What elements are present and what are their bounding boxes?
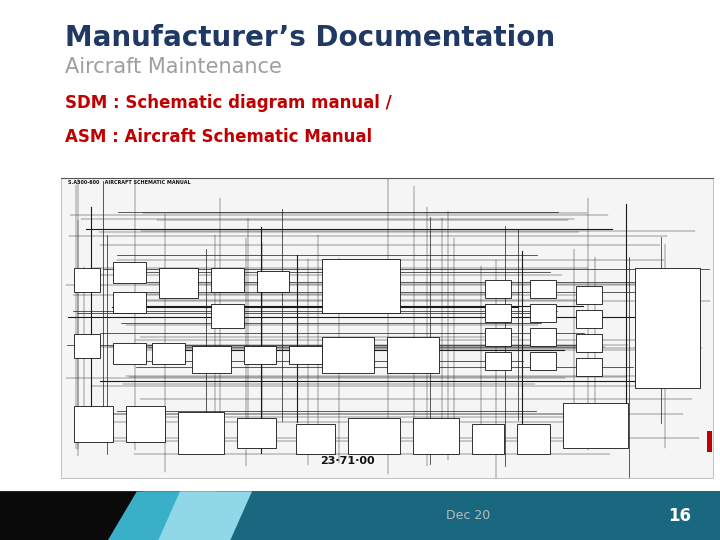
FancyBboxPatch shape [348,418,400,454]
FancyBboxPatch shape [243,346,276,364]
FancyBboxPatch shape [211,268,243,292]
Polygon shape [158,491,252,540]
FancyBboxPatch shape [127,406,166,442]
Polygon shape [108,491,216,540]
FancyBboxPatch shape [531,280,557,298]
Text: S.A300-600   AIRCRAFT SCHEMATIC MANUAL: S.A300-600 AIRCRAFT SCHEMATIC MANUAL [68,180,190,185]
FancyBboxPatch shape [517,424,550,454]
FancyBboxPatch shape [472,424,504,454]
FancyBboxPatch shape [485,304,510,322]
FancyBboxPatch shape [74,406,113,442]
FancyBboxPatch shape [113,262,146,283]
FancyBboxPatch shape [531,328,557,346]
FancyBboxPatch shape [576,334,602,352]
FancyBboxPatch shape [563,403,628,448]
FancyBboxPatch shape [634,268,700,388]
FancyBboxPatch shape [74,268,100,292]
FancyBboxPatch shape [322,337,374,373]
FancyBboxPatch shape [322,259,400,313]
FancyBboxPatch shape [485,352,510,370]
FancyBboxPatch shape [707,431,712,453]
FancyBboxPatch shape [485,328,510,346]
Text: SDM : Schematic diagram manual /: SDM : Schematic diagram manual / [65,94,392,112]
Text: ASM : Aircraft Schematic Manual: ASM : Aircraft Schematic Manual [65,128,372,146]
FancyBboxPatch shape [413,418,459,454]
FancyBboxPatch shape [485,280,510,298]
FancyBboxPatch shape [237,418,276,448]
FancyBboxPatch shape [113,343,146,364]
Polygon shape [0,491,187,540]
FancyBboxPatch shape [531,304,557,322]
Text: Aircraft Maintenance: Aircraft Maintenance [65,57,282,77]
Text: 23·71·00: 23·71·00 [320,456,375,466]
FancyBboxPatch shape [159,268,198,298]
FancyBboxPatch shape [211,304,243,328]
FancyBboxPatch shape [113,292,146,313]
FancyBboxPatch shape [576,358,602,376]
Text: 16: 16 [668,507,691,525]
FancyBboxPatch shape [153,343,185,364]
FancyBboxPatch shape [192,346,230,373]
FancyBboxPatch shape [257,271,289,292]
FancyBboxPatch shape [576,310,602,328]
FancyBboxPatch shape [74,334,100,358]
FancyBboxPatch shape [61,178,713,478]
FancyBboxPatch shape [387,337,439,373]
FancyBboxPatch shape [179,412,224,454]
FancyBboxPatch shape [296,424,335,454]
Text: Manufacturer’s Documentation: Manufacturer’s Documentation [65,24,555,52]
FancyBboxPatch shape [0,491,720,540]
FancyBboxPatch shape [576,286,602,304]
FancyBboxPatch shape [531,352,557,370]
Text: Dec 20: Dec 20 [446,509,490,522]
FancyBboxPatch shape [289,346,322,364]
